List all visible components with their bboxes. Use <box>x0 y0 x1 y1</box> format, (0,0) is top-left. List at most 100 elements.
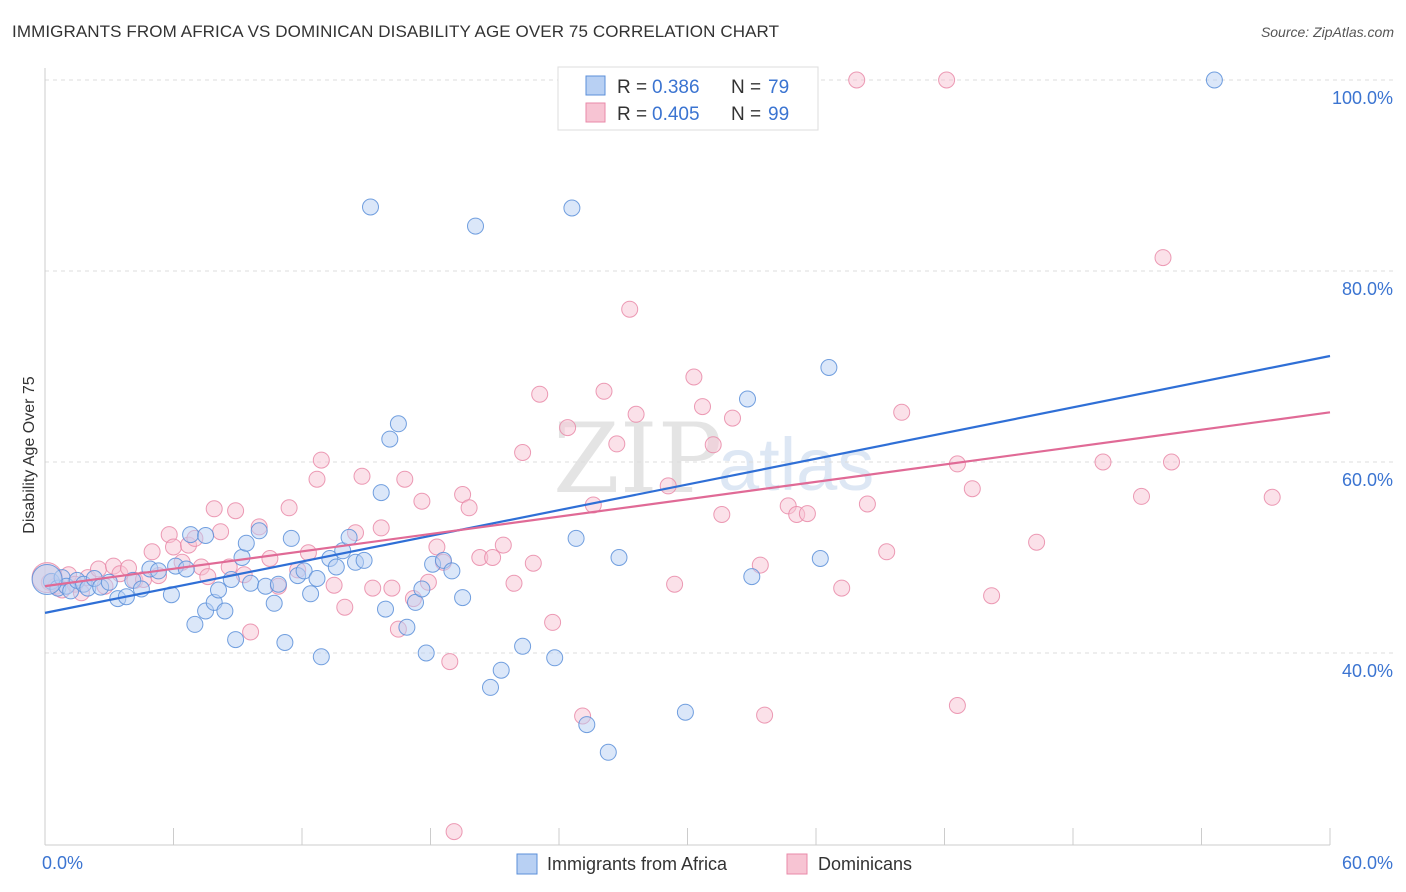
dominicans-point <box>1133 487 1150 505</box>
dominicans-point <box>948 697 966 714</box>
africa-point <box>308 570 326 587</box>
dominicans-point <box>833 579 851 597</box>
y-axis-title: Disability Age Over 75 <box>21 376 38 534</box>
legend-r-value-africa: 0.386 <box>652 77 700 98</box>
dominicans-trend-line <box>44 411 1331 588</box>
legend-n-value-africa: 79 <box>768 77 789 98</box>
africa-trend-line <box>44 354 1331 614</box>
africa-point <box>302 585 320 603</box>
africa-point <box>743 568 761 586</box>
africa-point <box>269 575 287 593</box>
dominicans-point <box>544 613 562 631</box>
dominicans-point <box>595 382 613 400</box>
dominicans-point <box>441 653 459 671</box>
dominicans-point <box>531 385 549 403</box>
dominicans-point <box>372 519 390 537</box>
dominicans-point <box>694 398 711 416</box>
dominicans-point <box>685 368 703 386</box>
dominicans-point <box>621 300 639 318</box>
x-tick-label-min: 0.0% <box>42 853 83 873</box>
africa-point <box>567 529 585 547</box>
correlation-legend: R = 0.386 N = 79 R = 0.405 N = 99 <box>557 66 819 131</box>
dominicans-point <box>227 502 245 520</box>
dominicans-point <box>751 556 769 574</box>
y-tick-label-80: 80.0% <box>1342 279 1393 299</box>
dominicans-point <box>559 419 577 437</box>
africa-point <box>578 716 596 734</box>
dominicans-point <box>608 435 626 453</box>
dominicans-point <box>627 405 645 423</box>
dominicans-point <box>1163 453 1180 471</box>
africa-point <box>355 551 373 569</box>
x-tick-label-max: 60.0% <box>1342 853 1393 873</box>
dominicans-point <box>704 436 722 454</box>
y-tick-label-100: 100.0% <box>1332 88 1393 108</box>
africa-point <box>362 198 379 216</box>
africa-point <box>233 549 251 566</box>
legend-r-value-dominicans: 0.405 <box>652 104 700 125</box>
africa-point <box>389 415 407 433</box>
africa-point <box>417 644 435 662</box>
africa-point <box>413 580 431 598</box>
dominicans-point <box>963 480 981 498</box>
dominicans-point <box>893 403 911 421</box>
africa-point <box>398 618 416 636</box>
dominicans-point <box>353 467 371 485</box>
dominicans-point <box>798 505 816 523</box>
dominicans-point <box>724 409 741 427</box>
dominicans-point <box>325 576 343 594</box>
dominicans-point <box>484 549 502 566</box>
dominicans-point <box>1028 533 1046 551</box>
dominicans-point <box>212 523 230 541</box>
dominicans-point <box>383 579 401 597</box>
africa-point <box>546 649 564 667</box>
legend-swatch-africa <box>585 75 606 96</box>
bottom-legend-swatch-dominicans <box>786 853 808 875</box>
dominicans-point <box>165 538 182 556</box>
africa-point <box>276 634 294 651</box>
dominicans-point <box>143 543 161 561</box>
africa-point <box>210 581 227 599</box>
africa-point <box>372 484 390 502</box>
source-credit: Source: ZipAtlas.com <box>1260 24 1394 40</box>
africa-point <box>1205 71 1223 89</box>
africa-point <box>31 564 63 595</box>
dominicans-point <box>336 598 354 616</box>
africa-point <box>676 703 694 721</box>
africa-point <box>610 549 628 566</box>
legend-n-label-africa: N = <box>731 77 761 98</box>
dominicans-point <box>878 543 896 561</box>
africa-point <box>227 631 245 649</box>
chart-title: IMMIGRANTS FROM AFRICA VS DOMINICAN DISA… <box>12 22 780 41</box>
dominicans-point <box>983 587 1001 605</box>
africa-point <box>182 526 200 544</box>
africa-point <box>739 390 756 408</box>
y-tick-label-60: 60.0% <box>1342 470 1393 490</box>
dominicans-point <box>312 451 330 469</box>
africa-point <box>186 615 204 633</box>
dominicans-point <box>858 495 876 513</box>
series-legend: Immigrants from Africa Dominicans <box>516 853 912 875</box>
africa-point <box>282 529 300 547</box>
dominicans-point <box>514 444 532 461</box>
dominicans-point <box>308 470 326 488</box>
africa-point <box>327 558 345 576</box>
legend-swatch-dominicans <box>585 102 606 123</box>
dominicans-point <box>460 499 478 517</box>
dominicans-point <box>396 470 414 488</box>
africa-point <box>340 528 358 546</box>
dominicans-point <box>413 492 431 510</box>
africa-point <box>492 661 510 679</box>
dominicans-point <box>666 575 684 593</box>
africa-points <box>31 71 1223 761</box>
dominicans-point <box>938 71 956 89</box>
dominicans-point <box>205 500 223 518</box>
africa-point <box>563 199 581 217</box>
x-axis-ticks <box>173 828 1331 845</box>
dominicans-point <box>1154 249 1172 267</box>
africa-point <box>265 594 283 612</box>
bottom-legend-swatch-africa <box>516 853 538 875</box>
africa-point <box>482 678 499 696</box>
africa-point <box>599 743 617 761</box>
